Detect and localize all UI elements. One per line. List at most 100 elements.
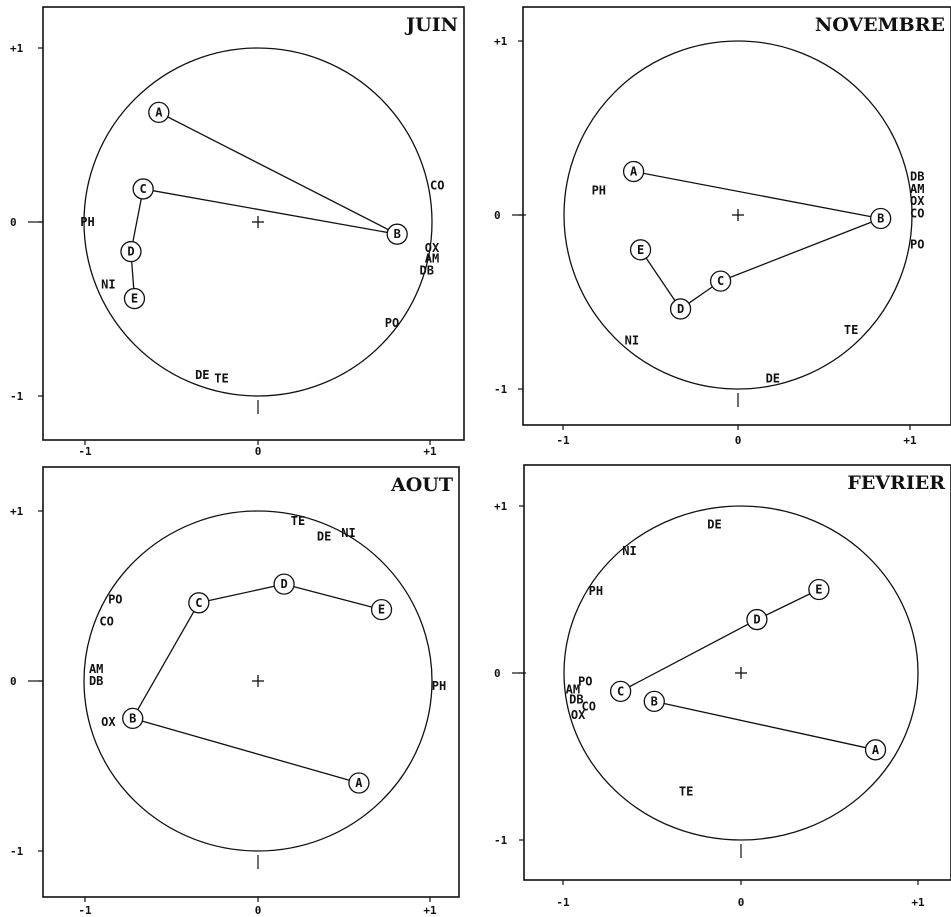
trajectory-segment <box>198 583 285 604</box>
variable-label: OX <box>101 715 116 729</box>
variable-label: DE <box>707 517 721 531</box>
panel-novembre: NOVEMBRE-1 0 +1+10-1PHDBAMOXCOPOTENIDEABCD… <box>494 6 951 447</box>
correlation-circle <box>83 47 433 397</box>
y-tick-label: +1 <box>494 35 508 48</box>
variable-label: NI <box>341 526 355 540</box>
y-tick-label: -1 <box>494 383 508 396</box>
variable-label: PH <box>592 184 606 198</box>
variable-label: PO <box>578 674 592 688</box>
point-label: A <box>355 776 363 790</box>
point-marker <box>120 240 142 263</box>
point-marker <box>609 680 632 703</box>
point-label: C <box>140 182 147 196</box>
point-marker <box>746 608 768 631</box>
variable-label: PH <box>589 584 603 598</box>
trajectory-segment <box>132 602 200 719</box>
panel-title: AOUT <box>390 474 453 496</box>
variable-label: PO <box>910 238 924 252</box>
panel-title: NOVEMBRE <box>815 14 945 36</box>
y-tick-label: -1 <box>494 834 508 847</box>
x-tick-label: -1 <box>556 896 570 909</box>
y-tick-label: 0 <box>10 216 17 229</box>
point-label: E <box>815 583 822 597</box>
y-tick-label: 0 <box>10 675 17 688</box>
y-tick-label: -1 <box>10 390 24 403</box>
point-label: A <box>630 165 638 179</box>
x-tick-label: +1 <box>911 896 925 909</box>
variable-label: CO <box>910 206 924 220</box>
point-marker <box>808 578 830 601</box>
variable-label: CO <box>99 615 113 629</box>
variable-label: CO <box>430 178 444 192</box>
point-label: A <box>155 105 163 119</box>
point-marker <box>348 772 370 794</box>
point-label: C <box>195 596 202 610</box>
point-label: D <box>280 577 287 591</box>
point-marker <box>122 707 144 730</box>
variable-label: AM <box>566 683 580 697</box>
variable-label: DB <box>420 264 434 278</box>
point-marker <box>629 239 652 261</box>
y-tick-label: +1 <box>10 42 24 55</box>
point-label: B <box>129 711 136 725</box>
variable-label: DE <box>195 368 209 382</box>
x-tick-label: -1 <box>78 904 92 917</box>
point-marker <box>643 690 665 713</box>
variable-label: AM <box>425 252 439 266</box>
variable-label: AM <box>89 662 103 676</box>
point-label: E <box>637 243 644 257</box>
variable-label: DB <box>910 170 924 184</box>
variable-label: OX <box>571 708 586 722</box>
trajectory-segment <box>720 217 881 282</box>
variable-label: DB <box>569 693 583 707</box>
point-marker <box>370 598 393 621</box>
point-marker <box>870 207 892 230</box>
point-marker <box>273 573 295 595</box>
panel-title: FEVRIER <box>847 472 945 494</box>
correlation-circle <box>563 505 919 841</box>
variable-label: NI <box>101 278 115 292</box>
variable-label: PO <box>108 592 122 606</box>
y-tick-label: +1 <box>494 500 508 513</box>
variable-label: PH <box>432 679 446 693</box>
point-marker <box>188 592 210 614</box>
x-tick-label: 0 <box>255 904 262 917</box>
point-label: D <box>753 613 760 627</box>
point-marker <box>148 101 170 124</box>
variable-label: TE <box>214 372 228 386</box>
y-tick-label: -1 <box>10 845 24 858</box>
variable-label: PH <box>80 215 94 229</box>
plot-frame <box>42 466 460 898</box>
panel-title: JUIN <box>404 14 458 36</box>
trajectory-segment <box>654 700 876 751</box>
variable-label: DE <box>766 372 780 386</box>
point-marker <box>622 160 645 183</box>
x-tick-label: 0 <box>735 434 742 447</box>
point-label: B <box>394 227 401 241</box>
correlation-circle <box>563 40 913 390</box>
x-tick-label: -1 <box>556 434 570 447</box>
variable-label: OX <box>425 241 440 255</box>
point-marker <box>864 739 887 761</box>
x-tick-label: +1 <box>423 904 437 917</box>
point-label: D <box>127 245 134 259</box>
point-label: C <box>617 684 624 698</box>
variable-label: TE <box>844 323 858 337</box>
variable-label: DE <box>317 530 331 544</box>
trajectory-segment <box>620 618 758 692</box>
point-label: A <box>872 743 880 757</box>
point-marker <box>132 178 154 200</box>
point-marker <box>386 223 408 245</box>
trajectory-segment <box>132 717 360 784</box>
variable-label: OX <box>910 194 925 208</box>
variable-label: NI <box>622 544 636 558</box>
trajectory-segment <box>158 111 398 235</box>
point-label: E <box>131 292 138 306</box>
variable-label: PO <box>385 316 399 330</box>
trajectory-segment <box>756 588 820 621</box>
trajectory-segment <box>143 188 398 235</box>
plot-frame <box>42 6 465 441</box>
trajectory-segment <box>283 583 382 611</box>
